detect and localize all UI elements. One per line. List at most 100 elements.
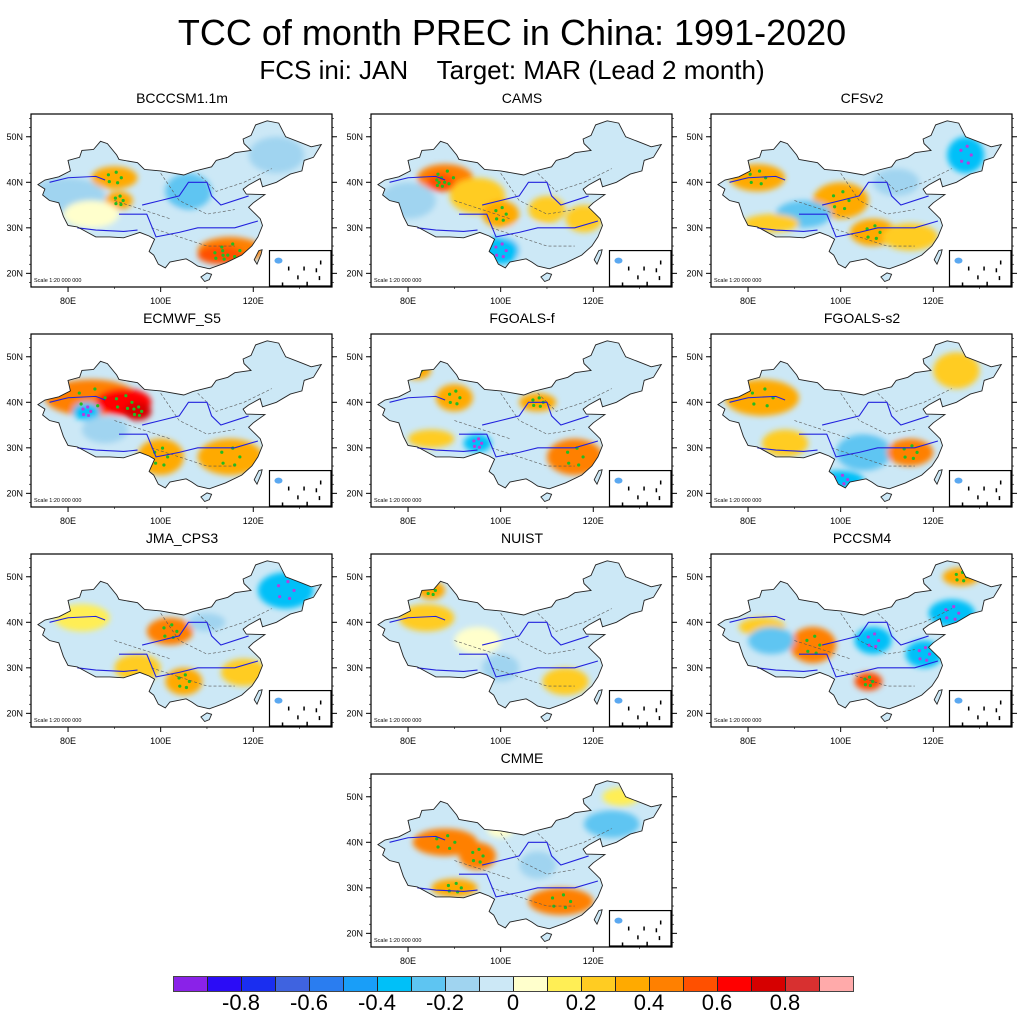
significance-marker bbox=[550, 896, 555, 900]
tcc-contour-region bbox=[947, 136, 985, 174]
significance-marker bbox=[433, 588, 437, 593]
colorbar-box bbox=[514, 977, 548, 991]
nine-dash-line-segment bbox=[995, 268, 998, 273]
nine-dash-line-segment bbox=[983, 266, 985, 271]
significance-marker bbox=[757, 169, 762, 173]
tcc-contour-region bbox=[528, 195, 566, 224]
significance-marker bbox=[749, 180, 753, 185]
nine-dash-line-segment bbox=[306, 721, 308, 726]
tcc-contour-region bbox=[519, 851, 557, 879]
south-china-sea-inset bbox=[608, 469, 672, 507]
significance-marker bbox=[170, 623, 174, 627]
nine-dash-line-segment bbox=[319, 700, 322, 705]
china-boundary bbox=[377, 560, 663, 723]
hainan-inset-icon bbox=[954, 257, 963, 264]
nine-dash-line-segment bbox=[315, 708, 318, 713]
significance-marker bbox=[568, 899, 573, 904]
lon-label: 120E bbox=[923, 516, 944, 526]
significance-marker bbox=[455, 402, 459, 406]
map-panel: PCCSM4 Scale 1:20 000 000 50N 40N 30N 20N 80E 1… bbox=[680, 530, 1020, 750]
significance-marker bbox=[763, 387, 767, 391]
lat-label: 30N bbox=[346, 443, 363, 453]
significance-marker bbox=[448, 846, 452, 850]
significance-marker bbox=[116, 181, 120, 185]
lat-label: 20N bbox=[346, 488, 363, 498]
map-panel: NUIST Scale 1:20 000 000 50N 40N 30N 20N 80E 10… bbox=[340, 530, 680, 750]
significance-marker bbox=[130, 400, 134, 404]
significance-marker bbox=[118, 194, 122, 198]
tcc-contour-region bbox=[435, 384, 473, 412]
significance-marker bbox=[494, 245, 498, 249]
significance-marker bbox=[872, 632, 877, 636]
significance-marker bbox=[119, 176, 123, 180]
significance-marker bbox=[471, 850, 475, 855]
nine-dash-line-segment bbox=[318, 276, 321, 281]
river-lines bbox=[729, 615, 939, 678]
colorbar-label: -0.2 bbox=[426, 990, 464, 1015]
significance-marker bbox=[957, 611, 961, 615]
significance-marker bbox=[163, 634, 167, 638]
significance-marker bbox=[114, 170, 118, 174]
significance-marker bbox=[472, 439, 476, 443]
lon-label: 100E bbox=[490, 736, 511, 746]
tcc-contour-region bbox=[431, 878, 478, 897]
significance-marker bbox=[918, 657, 922, 661]
nine-dash-line-segment bbox=[297, 275, 299, 280]
nine-dash-line-segment bbox=[643, 706, 645, 711]
map-svg: Scale 1:20 000 000 50N 40N 30N 20N 80E 100E 120… bbox=[686, 113, 1017, 306]
lon-label: 120E bbox=[243, 736, 264, 746]
nine-dash-line-segment bbox=[655, 928, 658, 933]
hainan-inset-icon bbox=[614, 917, 623, 924]
significance-marker bbox=[581, 455, 585, 459]
lat-label: 20N bbox=[6, 488, 23, 498]
lon-label: 80E bbox=[60, 296, 76, 306]
significance-marker bbox=[866, 235, 870, 239]
nine-dash-line-segment bbox=[967, 266, 970, 271]
nine-dash-line-segment bbox=[986, 721, 988, 726]
nine-dash-line-segment bbox=[637, 715, 639, 720]
colorbar-box bbox=[650, 977, 684, 991]
significance-marker bbox=[846, 478, 850, 482]
tcc-contour-region bbox=[165, 667, 203, 696]
significance-marker bbox=[805, 638, 809, 642]
panel-title: FGOALS-s2 bbox=[823, 310, 901, 326]
lat-label: 30N bbox=[6, 223, 23, 233]
river-lines bbox=[389, 615, 599, 678]
tcc-contour-region bbox=[789, 626, 837, 664]
nine-dash-line-segment bbox=[999, 480, 1002, 485]
nine-dash-line-segment bbox=[627, 926, 630, 931]
china-boundary bbox=[377, 340, 663, 503]
significance-marker bbox=[140, 409, 144, 413]
significance-marker bbox=[162, 463, 166, 467]
tcc-contour-region bbox=[91, 166, 138, 190]
nine-dash-line-segment bbox=[627, 266, 630, 271]
tcc-contour-region bbox=[72, 402, 101, 421]
tcc-contour-region bbox=[81, 415, 129, 444]
colorbar-label: -0.4 bbox=[358, 990, 396, 1015]
scale-label: Scale 1:20 000 000 bbox=[34, 278, 81, 284]
significance-marker bbox=[903, 455, 907, 459]
significance-marker bbox=[154, 461, 158, 465]
lat-label: 50N bbox=[6, 132, 23, 142]
lon-label: 100E bbox=[150, 736, 171, 746]
nine-dash-line-segment bbox=[303, 486, 305, 491]
map-svg: Scale 1:20 000 000 50N 40N 30N 20N 80E 100E 120… bbox=[6, 333, 337, 526]
significance-marker bbox=[960, 159, 964, 163]
south-china-sea-inset bbox=[948, 469, 1012, 507]
lat-label: 40N bbox=[346, 617, 363, 627]
tcc-contour-region bbox=[886, 438, 934, 467]
lat-label: 20N bbox=[6, 708, 23, 718]
map-panel: CFSv2 Scale 1:20 000 000 50N 40N 30N 20N 80E 10… bbox=[680, 90, 1020, 310]
nine-dash-line-segment bbox=[961, 502, 964, 507]
significance-marker bbox=[910, 444, 914, 448]
significance-marker bbox=[962, 579, 966, 583]
significance-marker bbox=[538, 404, 542, 408]
significance-marker bbox=[451, 176, 456, 180]
lon-label: 100E bbox=[830, 736, 851, 746]
scale-label: Scale 1:20 000 000 bbox=[34, 498, 81, 504]
nine-dash-line-segment bbox=[983, 486, 985, 491]
lon-label: 100E bbox=[490, 516, 511, 526]
significance-marker bbox=[446, 883, 451, 888]
panel-title: CAMS bbox=[501, 90, 543, 106]
significance-marker bbox=[278, 595, 282, 599]
